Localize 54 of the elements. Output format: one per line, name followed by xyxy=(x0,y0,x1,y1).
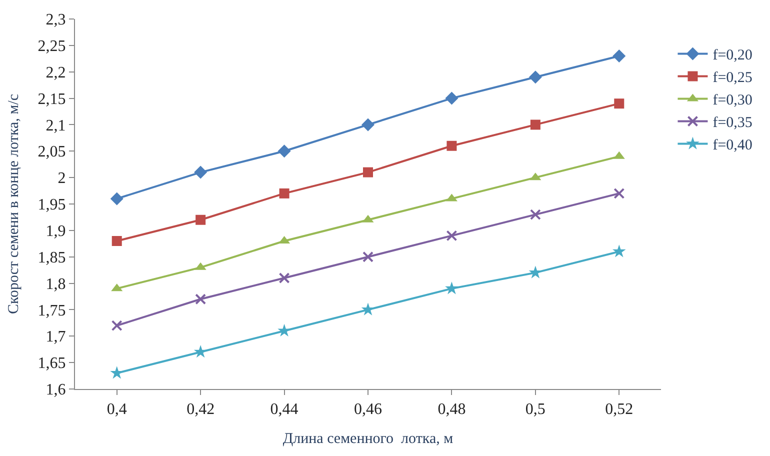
point xyxy=(110,192,124,206)
legend-label: f=0,20 xyxy=(712,48,752,64)
legend-label: f=0,40 xyxy=(712,138,752,154)
point xyxy=(278,144,291,158)
point xyxy=(614,98,624,109)
x-tick-label: 0,42 xyxy=(186,401,215,418)
x-tick-label: 0,5 xyxy=(525,401,546,418)
point xyxy=(445,92,458,105)
x-tick-label: 0,46 xyxy=(354,401,382,418)
point xyxy=(111,320,122,332)
y-tick-label: 2,1 xyxy=(46,117,66,134)
y-tick-label: 1,7 xyxy=(46,328,66,346)
point xyxy=(112,236,122,246)
point xyxy=(530,209,541,220)
point xyxy=(196,214,206,225)
y-tick-label: 2,3 xyxy=(46,12,66,29)
y-tick-label: 1,6 xyxy=(46,382,66,399)
y-tick-label: 2,05 xyxy=(38,144,66,161)
y-tick-label: 1,8 xyxy=(46,276,66,293)
point xyxy=(195,294,206,305)
point xyxy=(614,188,625,199)
point xyxy=(446,230,458,242)
y-tick-label: 1,9 xyxy=(46,223,66,240)
y-tick-label: 1,65 xyxy=(38,355,66,372)
y-tick-label: 2,15 xyxy=(38,90,66,108)
legend-label: f=0,35 xyxy=(712,115,752,132)
legend-label: f=0,25 xyxy=(712,70,752,86)
point xyxy=(528,70,542,84)
y-tick-label: 1,85 xyxy=(38,249,66,266)
point xyxy=(446,140,457,151)
point xyxy=(194,345,208,358)
x-tick-label: 0,44 xyxy=(270,401,298,418)
point xyxy=(278,324,291,337)
point xyxy=(612,50,626,62)
point xyxy=(612,244,626,258)
x-tick-label: 0,52 xyxy=(605,401,634,418)
x-tick-label: 0,4 xyxy=(106,401,127,418)
y-axis-title: Скорост семени в конце лотка, м/с xyxy=(6,94,22,314)
y-tick-label: 1,95 xyxy=(38,196,66,214)
point xyxy=(279,188,290,198)
point xyxy=(363,167,373,178)
point xyxy=(530,120,540,130)
y-tick-label: 1,75 xyxy=(38,302,66,320)
y-tick-label: 2,2 xyxy=(46,64,66,82)
point xyxy=(362,251,374,262)
x-tick-label: 0,48 xyxy=(438,401,466,418)
x-axis-title: Длина семенного лотка, м xyxy=(282,431,454,448)
point xyxy=(278,272,290,284)
point xyxy=(194,166,208,179)
y-tick-label: 2,25 xyxy=(38,38,66,56)
legend-label: f=0,30 xyxy=(712,92,752,109)
point xyxy=(445,282,458,294)
y-tick-label: 2 xyxy=(58,170,66,188)
point xyxy=(362,118,374,132)
